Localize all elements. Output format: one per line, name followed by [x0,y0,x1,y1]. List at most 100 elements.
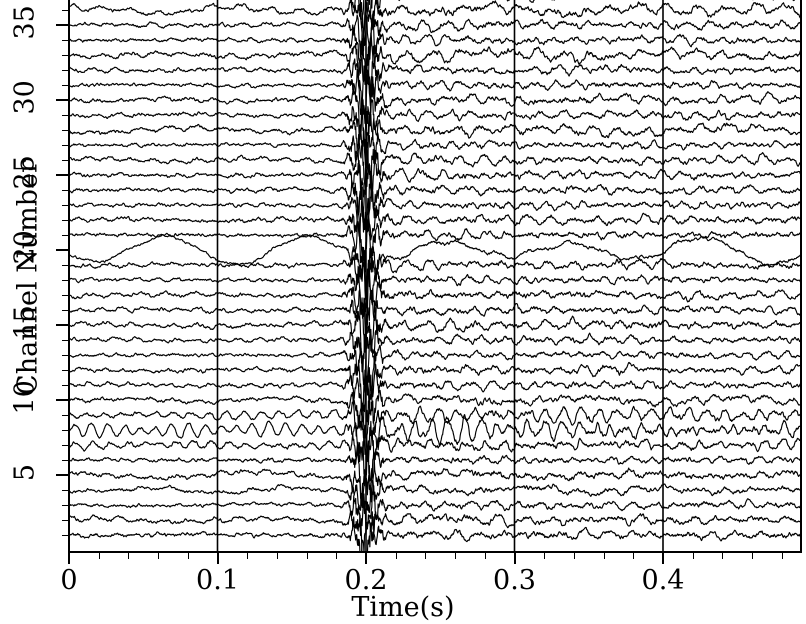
y-tick-minor [62,160,68,161]
y-tick-major [56,99,68,101]
channel-trace [68,374,802,439]
x-tick-minor [306,553,308,559]
x-tick-minor [544,553,546,559]
x-tick-minor [395,553,397,559]
y-tick-major [56,399,68,401]
y-tick-minor [62,10,68,11]
x-tick-minor [603,553,605,559]
y-tick-minor [62,235,68,236]
x-tick-label: 0.3 [493,565,536,596]
x-tick-minor [692,553,694,559]
channel-trace [68,32,802,86]
x-tick-label: 0.2 [344,565,388,596]
x-tick-minor [484,553,486,559]
x-tick-minor [752,553,754,559]
plot-area [68,0,802,553]
channel-trace [68,259,802,318]
channel-trace [68,45,802,116]
x-tick-minor [276,553,278,559]
channel-trace [68,354,802,418]
channel-trace [68,132,802,195]
signal-traces [68,0,802,553]
x-tick-minor [158,553,160,559]
y-tick-minor [62,280,68,281]
y-tick-minor [62,310,68,311]
channel-trace [68,164,802,233]
x-tick-minor [128,553,130,559]
y-tick-minor [62,55,68,56]
y-tick-minor [62,520,68,521]
x-tick-major [662,553,664,564]
y-tick-major [56,324,68,326]
x-tick-minor [722,553,724,559]
y-tick-minor [62,430,68,431]
y-tick-major [56,174,68,176]
channel-trace [68,98,802,166]
x-tick-major [513,553,516,564]
x-tick-minor [247,553,249,559]
y-tick-major [56,24,68,26]
x-tick-label: 0 [60,565,78,596]
y-tick-minor [62,220,68,221]
x-tick-minor [455,553,457,559]
channel-trace [68,511,802,553]
y-tick-minor [62,130,68,131]
channel-trace [68,233,802,292]
channel-trace [68,446,802,502]
y-tick-major [56,474,68,476]
channel-trace [68,413,802,463]
channel-trace [68,330,802,393]
channel-trace [68,0,802,53]
y-tick-minor [62,295,68,296]
y-tick-minor [62,505,68,506]
channel-trace [68,69,802,125]
x-tick-major [68,553,70,564]
channel-trace [68,300,802,371]
y-tick-label: 30 [9,80,41,115]
channel-trace [68,179,802,237]
vertical-gridlines [216,0,664,553]
channel-trace [68,113,802,169]
channel-trace [68,469,802,514]
x-tick-label: 0.4 [641,565,685,596]
channel-trace [68,268,802,342]
y-axis-label: Channel Number [12,160,44,395]
y-tick-minor [62,370,68,371]
y-tick-label: 5 [9,463,41,482]
y-tick-minor [62,115,68,116]
y-tick-minor [62,145,68,146]
channel-trace [68,219,802,264]
y-tick-minor [62,385,68,386]
channel-trace [68,326,802,383]
x-tick-minor [573,553,575,559]
y-tick-minor [62,265,68,266]
x-tick-major [216,553,219,564]
channel-trace [68,400,802,455]
channel-trace [68,197,802,273]
channel-trace [68,76,802,136]
channel-trace [68,430,802,480]
y-tick-minor [62,85,68,86]
x-axis-label: Time(s) [351,592,455,623]
channel-trace [68,511,802,553]
y-tick-major [56,249,68,251]
channel-trace [68,485,802,537]
channel-trace [68,292,802,353]
y-tick-minor [62,460,68,461]
y-tick-minor [62,190,68,191]
y-tick-minor [62,535,68,536]
y-tick-label: 35 [9,5,41,40]
y-tick-minor [62,415,68,416]
y-tick-minor [62,340,68,341]
channel-trace [68,13,802,85]
x-tick-minor [781,553,783,559]
x-tick-minor [425,553,427,559]
y-tick-minor [62,70,68,71]
channel-trace [68,10,802,58]
y-tick-minor [62,490,68,491]
channel-trace [68,247,802,309]
channel-trace [68,159,802,223]
x-tick-major [365,553,367,564]
channel-trace [68,457,802,509]
